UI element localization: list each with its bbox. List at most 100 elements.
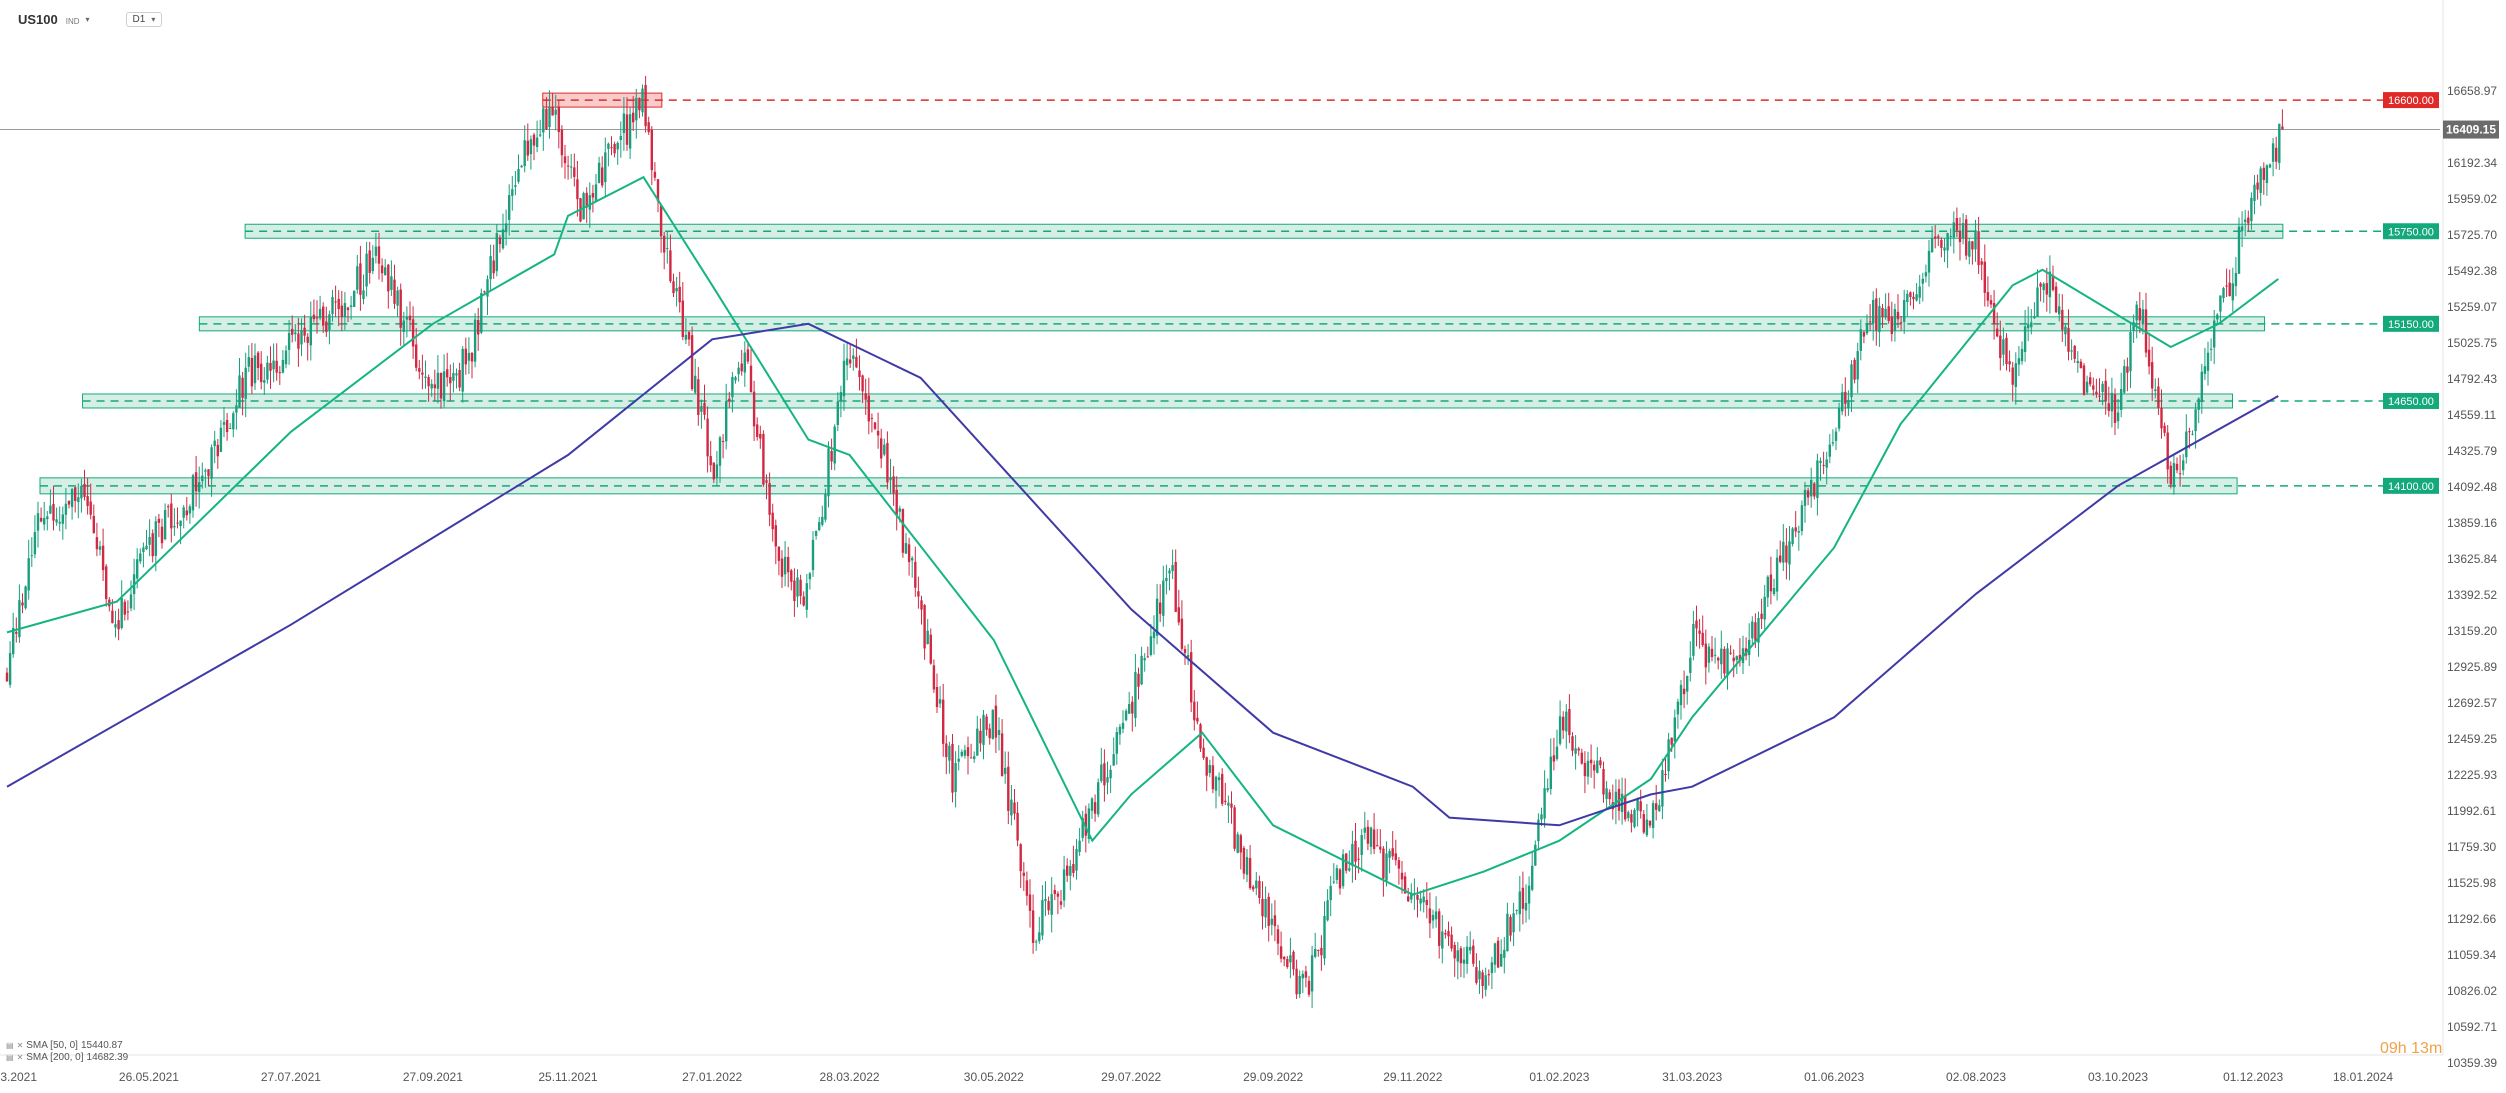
candle-body xyxy=(2259,168,2262,193)
indicator-sma200[interactable]: ▤ ✕ SMA [200, 0] 14682.39 xyxy=(6,1052,128,1064)
candle-body xyxy=(712,462,715,480)
y-tick-label: 13859.16 xyxy=(2447,516,2497,530)
y-tick-label: 13159.20 xyxy=(2447,624,2497,638)
candle-body xyxy=(1884,308,1887,318)
level-tag xyxy=(2383,477,2439,494)
candle-body xyxy=(89,501,92,515)
candle-body xyxy=(18,600,21,638)
candle-body xyxy=(43,517,46,525)
candle-body xyxy=(1565,711,1568,732)
candle-body xyxy=(1112,754,1115,766)
candle-body xyxy=(467,352,471,361)
candle-body xyxy=(585,192,588,208)
candle-body xyxy=(2250,197,2253,222)
candle-body xyxy=(1679,684,1683,706)
y-tick-label: 14092.48 xyxy=(2447,480,2497,494)
candle-body xyxy=(12,627,15,655)
indicator-close-icon[interactable]: ✕ xyxy=(16,1041,24,1050)
candle-body xyxy=(1013,802,1016,814)
candle-body xyxy=(2020,349,2024,362)
candle-body xyxy=(1115,731,1118,754)
candle-body xyxy=(1754,622,1757,641)
candle-body xyxy=(858,370,861,378)
candle-body xyxy=(1162,580,1165,616)
candle-body xyxy=(1593,764,1596,771)
candle-body xyxy=(551,107,554,116)
candle-body xyxy=(814,531,818,536)
candle-body xyxy=(2011,367,2014,385)
candle-body xyxy=(694,375,697,393)
candle-body xyxy=(904,543,908,554)
x-tick-label: 02.08.2023 xyxy=(1946,1070,2006,1084)
candle-body xyxy=(1562,716,1565,731)
candle-body xyxy=(225,419,229,433)
candle-body xyxy=(1676,701,1680,715)
candle-body xyxy=(142,547,145,553)
candle-body xyxy=(895,489,898,515)
candle-body xyxy=(1410,892,1413,900)
indicator-sma50[interactable]: ▤ ✕ SMA [50, 0] 15440.87 xyxy=(6,1040,128,1052)
symbol-name[interactable]: US100 xyxy=(18,11,58,27)
candle-body xyxy=(2256,182,2259,190)
candle-body xyxy=(2027,324,2030,329)
candle-body xyxy=(139,553,142,562)
candle-body xyxy=(2042,283,2045,291)
candle-body xyxy=(2116,412,2120,422)
candle-body xyxy=(396,290,399,306)
candle-body xyxy=(2101,383,2104,392)
candle-body xyxy=(1667,739,1670,772)
candle-body xyxy=(337,298,340,310)
candle-body xyxy=(1208,765,1211,773)
candle-body xyxy=(963,750,967,756)
candle-body xyxy=(145,545,148,550)
candle-body xyxy=(1227,802,1230,806)
candle-body xyxy=(1890,316,1893,334)
candle-body xyxy=(635,97,638,121)
candle-body xyxy=(1044,898,1047,901)
y-tick-label: 15492.38 xyxy=(2447,264,2497,278)
candle-body xyxy=(483,291,486,293)
candle-body xyxy=(2054,286,2058,313)
candle-body xyxy=(1726,648,1729,676)
candle-body xyxy=(1035,941,1038,943)
candle-body xyxy=(535,137,539,148)
y-tick-label: 15025.75 xyxy=(2447,336,2497,350)
candle-body xyxy=(706,418,709,457)
timeframe-select[interactable]: D1 ▾ xyxy=(125,11,163,27)
candle-body xyxy=(1695,620,1698,629)
candle-body xyxy=(1221,773,1224,804)
candle-body xyxy=(2231,283,2234,301)
symbol-dropdown-icon[interactable]: ▾ xyxy=(85,14,90,24)
candle-body xyxy=(1580,752,1583,764)
candle-body xyxy=(799,579,802,596)
indicator-close-icon[interactable]: ✕ xyxy=(16,1053,24,1062)
candle-body xyxy=(1428,908,1432,924)
candle-body xyxy=(653,171,657,178)
candle-body xyxy=(458,370,461,388)
candle-body xyxy=(1329,885,1332,901)
candle-body xyxy=(1310,955,1314,992)
indicator-settings-icon[interactable]: ▤ xyxy=(6,1053,14,1062)
candle-body xyxy=(2203,366,2207,374)
candle-body xyxy=(740,363,743,372)
candle-body xyxy=(656,179,660,202)
candle-body xyxy=(1441,931,1444,949)
candle-body xyxy=(1955,218,1959,231)
candle-body xyxy=(2092,385,2095,390)
candle-body xyxy=(644,85,647,127)
candle-body xyxy=(1100,764,1103,782)
candle-body xyxy=(697,379,700,415)
candle-body xyxy=(294,332,297,335)
candle-body xyxy=(1397,860,1401,869)
indicator-settings-icon[interactable]: ▤ xyxy=(6,1041,14,1050)
candle-body xyxy=(1360,835,1363,856)
candle-body xyxy=(430,383,433,389)
candle-body xyxy=(632,112,635,123)
candle-body xyxy=(1267,896,1270,926)
candle-body xyxy=(2126,366,2129,373)
candle-body xyxy=(399,289,402,328)
candle-body xyxy=(2157,386,2160,408)
candle-body xyxy=(1531,865,1534,890)
candle-body xyxy=(1527,885,1531,904)
